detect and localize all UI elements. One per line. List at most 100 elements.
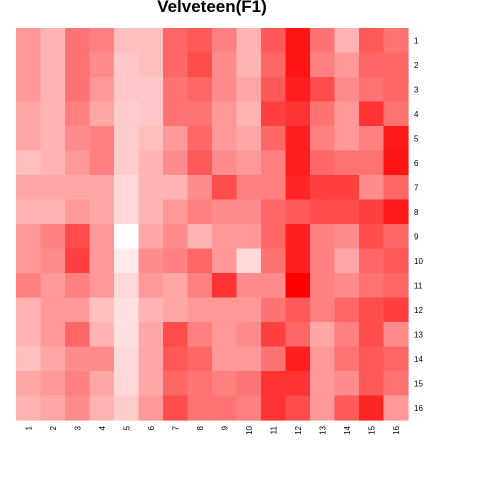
heatmap-cell-r13-c5	[114, 322, 140, 348]
heatmap-cell-r12-c7	[163, 297, 189, 323]
heatmap-cell-r8-c6	[138, 199, 164, 225]
heatmap-cell-r1-c1	[16, 28, 42, 54]
heatmap-cell-r10-c3	[65, 248, 91, 274]
heatmap-cell-r9-c13	[310, 224, 336, 250]
heatmap-cell-r6-c14	[334, 150, 360, 176]
y-tick-label: 12	[414, 306, 423, 315]
heatmap-cell-r12-c6	[138, 297, 164, 323]
heatmap-cell-r9-c9	[212, 224, 238, 250]
heatmap-cell-r7-c9	[212, 175, 238, 201]
heatmap-cell-r2-c13	[310, 52, 336, 78]
heatmap-cell-r6-c13	[310, 150, 336, 176]
heatmap-cell-r7-c6	[138, 175, 164, 201]
heatmap-cell-r2-c4	[89, 52, 115, 78]
heatmap-cell-r7-c10	[236, 175, 262, 201]
heatmap-cell-r13-c12	[285, 322, 311, 348]
heatmap-cell-r2-c6	[138, 52, 164, 78]
heatmap-cell-r9-c14	[334, 224, 360, 250]
heatmap-cell-r9-c7	[163, 224, 189, 250]
heatmap-cell-r6-c2	[40, 150, 66, 176]
heatmap-cell-r10-c11	[261, 248, 287, 274]
heatmap-cell-r7-c7	[163, 175, 189, 201]
heatmap-cells	[16, 28, 409, 421]
heatmap-cell-r3-c4	[89, 77, 115, 103]
heatmap-cell-r5-c2	[40, 126, 66, 152]
heatmap-cell-r10-c12	[285, 248, 311, 274]
heatmap-cell-r5-c16	[383, 126, 409, 152]
heatmap-cell-r13-c9	[212, 322, 238, 348]
heatmap-cell-r2-c10	[236, 52, 262, 78]
heatmap-cell-r8-c2	[40, 199, 66, 225]
heatmap-cell-r16-c1	[16, 395, 42, 421]
x-tick-label: 1	[24, 425, 33, 430]
heatmap-cell-r11-c3	[65, 273, 91, 299]
x-tick-label: 11	[269, 425, 278, 434]
heatmap-cell-r5-c8	[187, 126, 213, 152]
heatmap-cell-r11-c1	[16, 273, 42, 299]
x-tick-label: 6	[147, 425, 156, 430]
heatmap-cell-r11-c5	[114, 273, 140, 299]
heatmap-cell-r6-c1	[16, 150, 42, 176]
heatmap-cell-r12-c9	[212, 297, 238, 323]
heatmap-cell-r14-c9	[212, 346, 238, 372]
heatmap-cell-r14-c16	[383, 346, 409, 372]
heatmap-cell-r13-c16	[383, 322, 409, 348]
heatmap-cell-r12-c16	[383, 297, 409, 323]
heatmap-cell-r16-c16	[383, 395, 409, 421]
heatmap-cell-r4-c8	[187, 101, 213, 127]
heatmap-cell-r14-c13	[310, 346, 336, 372]
heatmap-cell-r8-c12	[285, 199, 311, 225]
heatmap-cell-r9-c4	[89, 224, 115, 250]
heatmap-cell-r3-c6	[138, 77, 164, 103]
heatmap-cell-r13-c1	[16, 322, 42, 348]
heatmap-cell-r6-c15	[359, 150, 385, 176]
heatmap-cell-r14-c4	[89, 346, 115, 372]
heatmap-cell-r4-c15	[359, 101, 385, 127]
heatmap-cell-r5-c6	[138, 126, 164, 152]
x-tick-label: 8	[196, 425, 205, 430]
heatmap-cell-r15-c11	[261, 371, 287, 397]
heatmap-cell-r8-c8	[187, 199, 213, 225]
heatmap-cell-r15-c7	[163, 371, 189, 397]
heatmap-cell-r3-c7	[163, 77, 189, 103]
heatmap-cell-r16-c3	[65, 395, 91, 421]
heatmap-cell-r5-c15	[359, 126, 385, 152]
heatmap-cell-r11-c12	[285, 273, 311, 299]
y-tick-label: 11	[414, 281, 423, 290]
x-tick-label: 16	[392, 425, 401, 434]
heatmap-cell-r12-c1	[16, 297, 42, 323]
heatmap-cell-r5-c12	[285, 126, 311, 152]
heatmap-cell-r1-c3	[65, 28, 91, 54]
heatmap-cell-r14-c2	[40, 346, 66, 372]
heatmap-cell-r13-c7	[163, 322, 189, 348]
heatmap-cell-r3-c16	[383, 77, 409, 103]
heatmap-cell-r13-c11	[261, 322, 287, 348]
heatmap-cell-r12-c2	[40, 297, 66, 323]
heatmap-cell-r14-c15	[359, 346, 385, 372]
heatmap-cell-r16-c14	[334, 395, 360, 421]
heatmap-cell-r11-c8	[187, 273, 213, 299]
heatmap-cell-r2-c1	[16, 52, 42, 78]
heatmap-cell-r4-c14	[334, 101, 360, 127]
heatmap-cell-r5-c9	[212, 126, 238, 152]
y-tick-label: 9	[414, 232, 419, 241]
heatmap-cell-r13-c6	[138, 322, 164, 348]
heatmap-cell-r8-c5	[114, 199, 140, 225]
heatmap-cell-r10-c8	[187, 248, 213, 274]
heatmap-cell-r15-c8	[187, 371, 213, 397]
heatmap-cell-r1-c4	[89, 28, 115, 54]
heatmap-cell-r16-c11	[261, 395, 287, 421]
heatmap-cell-r9-c6	[138, 224, 164, 250]
y-tick-label: 6	[414, 159, 419, 168]
heatmap-cell-r12-c15	[359, 297, 385, 323]
heatmap-cell-r11-c7	[163, 273, 189, 299]
heatmap-cell-r9-c5	[114, 224, 140, 250]
heatmap-cell-r15-c14	[334, 371, 360, 397]
heatmap-cell-r9-c1	[16, 224, 42, 250]
heatmap-cell-r15-c6	[138, 371, 164, 397]
heatmap-cell-r3-c3	[65, 77, 91, 103]
heatmap-cell-r11-c6	[138, 273, 164, 299]
heatmap-cell-r4-c11	[261, 101, 287, 127]
heatmap-cell-r1-c10	[236, 28, 262, 54]
